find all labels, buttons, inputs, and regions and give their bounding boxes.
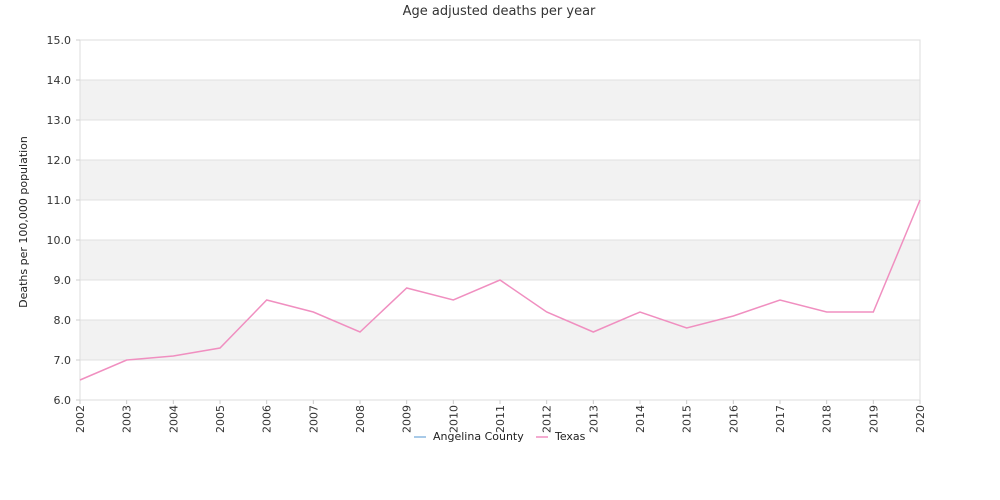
y-tick-label: 9.0: [54, 274, 72, 287]
legend-label: Texas: [554, 430, 586, 443]
x-tick-label: 2016: [727, 405, 740, 433]
legend-item: Angelina County: [414, 430, 524, 443]
plot-band: [80, 160, 920, 200]
y-tick-label: 15.0: [47, 34, 72, 47]
x-tick-label: 2014: [634, 405, 647, 433]
y-tick-label: 8.0: [54, 314, 72, 327]
x-tick-label: 2006: [261, 405, 274, 433]
plot-band: [80, 360, 920, 400]
plot-band: [80, 120, 920, 160]
x-axis-ticks: 2002 2003 2004 2005 2006 2007 2008 2009 2010 2011…: [74, 400, 927, 433]
plot-band: [80, 320, 920, 360]
y-tick-label: 10.0: [47, 234, 72, 247]
y-axis-ticks: 6.0 7.0 8.0 9.0 10.0 11.0 12.0 13.0 14.0 15.0: [47, 34, 80, 407]
x-tick-label: 2008: [354, 405, 367, 433]
x-tick-label: 2018: [821, 405, 834, 433]
chart-title: Age adjusted deaths per year: [403, 4, 596, 19]
x-tick-label: 2019: [867, 405, 880, 433]
x-tick-label: 2004: [167, 405, 180, 433]
series-line: [79, 199, 921, 381]
plot-background-bands: [80, 40, 920, 400]
x-tick-label: 2020: [914, 405, 927, 433]
y-tick-label: 11.0: [47, 194, 72, 207]
x-tick-label: 2011: [494, 405, 507, 433]
plot-band: [80, 80, 920, 120]
y-tick-label: 7.0: [54, 354, 72, 367]
y-tick-label: 6.0: [54, 394, 72, 407]
x-tick-label: 2005: [214, 405, 227, 433]
y-axis-title: Deaths per 100,000 population: [17, 136, 30, 308]
legend-item: Texas: [536, 430, 586, 443]
y-tick-label: 14.0: [47, 74, 72, 87]
legend-label: Angelina County: [433, 430, 524, 443]
x-tick-label: 2012: [541, 405, 554, 433]
x-tick-label: 2013: [587, 405, 600, 433]
x-tick-label: 2007: [307, 405, 320, 433]
x-tick-label: 2009: [401, 405, 414, 433]
x-tick-label: 2015: [681, 405, 694, 433]
plot-band: [80, 40, 920, 80]
y-tick-label: 13.0: [47, 114, 72, 127]
y-tick-label: 12.0: [47, 154, 72, 167]
x-tick-label: 2003: [121, 405, 134, 433]
x-tick-label: 2002: [74, 405, 87, 433]
x-tick-label: 2017: [774, 405, 787, 433]
plot-band: [80, 240, 920, 280]
plot-band: [80, 200, 920, 240]
x-tick-label: 2010: [447, 405, 460, 433]
legend: Angelina County Texas: [414, 430, 586, 443]
series-lines: [79, 199, 921, 381]
plot-band: [80, 280, 920, 320]
